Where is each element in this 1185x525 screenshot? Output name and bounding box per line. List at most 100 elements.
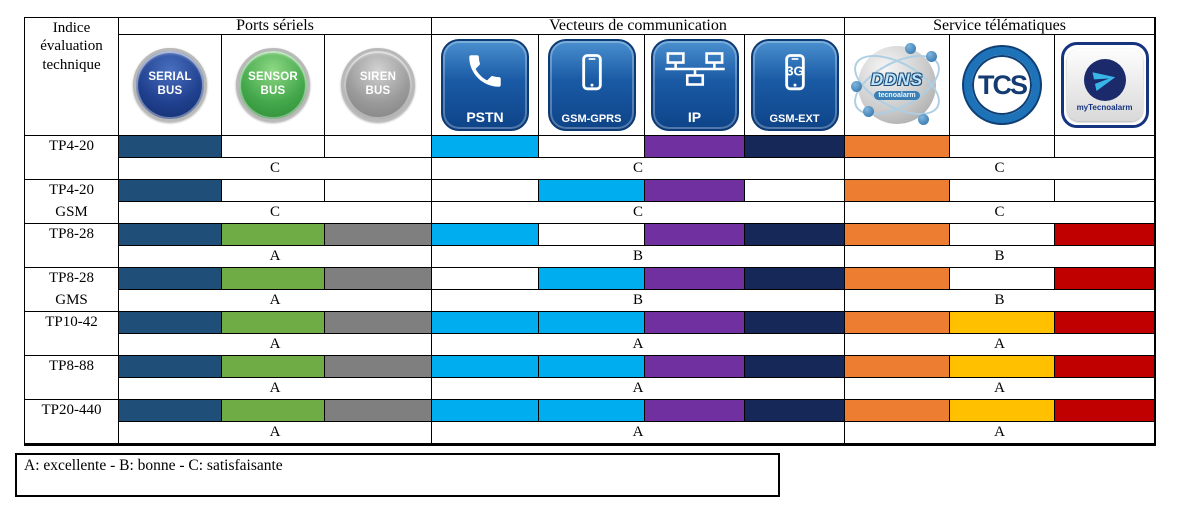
band-cell <box>1055 312 1155 334</box>
row-label-text: TP8-28 <box>49 270 94 286</box>
band-cell <box>645 356 745 378</box>
gsm-gprs-icon-label: GSM-GPRS <box>561 113 622 125</box>
rating-cell: A <box>119 422 432 444</box>
row-label-text: TP4-20 <box>49 138 94 154</box>
orbit-node-dot <box>918 114 929 125</box>
band-cell <box>845 224 950 246</box>
mytecnoalarm-tile: myTecnoalarm <box>1066 49 1143 121</box>
row-label-text: TP4-20 <box>49 182 94 198</box>
smartphone-icon <box>581 54 602 91</box>
row-label: TP8-28 <box>25 224 119 268</box>
band-cell <box>432 224 539 246</box>
band-cell <box>950 400 1055 422</box>
band-cell <box>119 180 222 202</box>
row-label-text: TP8-88 <box>49 358 94 374</box>
rating-cell: A <box>432 378 845 400</box>
rating-cell: B <box>845 246 1155 268</box>
band-cell <box>845 400 950 422</box>
rating-cell: C <box>845 158 1155 180</box>
band-cell <box>950 268 1055 290</box>
network-icon <box>664 52 725 86</box>
sensor-bus-header-cell: SENSOR BUS <box>222 35 325 136</box>
band-cell <box>325 312 432 334</box>
band-cell <box>119 312 222 334</box>
corner-header: Indice évaluation technique <box>25 18 119 136</box>
band-cell <box>950 312 1055 334</box>
siren-bus-label-line1: SIREN <box>359 71 397 84</box>
band-cell <box>845 312 950 334</box>
row-label-text2: GSM <box>55 203 88 220</box>
band-cell <box>539 268 645 290</box>
ip-icon: IP <box>650 39 739 131</box>
row-label: TP10-42 <box>25 312 119 356</box>
band-cell <box>539 312 645 334</box>
band-cell <box>645 180 745 202</box>
band-cell <box>1055 136 1155 158</box>
band-cell <box>119 268 222 290</box>
ddns-icon-label: DDNS <box>870 70 924 89</box>
band-cell <box>432 136 539 158</box>
group-header-ports-seriels: Ports sériels <box>119 18 432 35</box>
group-header-vecteurs-communication: Vecteurs de communication <box>432 18 845 35</box>
band-cell <box>745 268 845 290</box>
band-cell <box>325 224 432 246</box>
band-cell <box>222 312 325 334</box>
band-cell <box>745 136 845 158</box>
mytecnoalarm-icon-label: myTecnoalarm <box>1076 102 1133 112</box>
orbit-node-dot <box>851 81 862 92</box>
serial-bus-label-line1: SERIAL <box>148 71 192 84</box>
tcs-header-cell: TCS <box>950 35 1055 136</box>
band-cell <box>950 136 1055 158</box>
ddns-header-cell: DDNS tecnoalarm <box>845 35 950 136</box>
rating-cell: A <box>119 334 432 356</box>
band-cell <box>539 356 645 378</box>
rating-cell: A <box>432 422 845 444</box>
band-cell <box>1055 224 1155 246</box>
smartphone-3g-icon: 3G <box>784 54 805 91</box>
ip-header-cell: IP <box>645 35 745 136</box>
rating-cell: A <box>432 334 845 356</box>
paper-plane-icon <box>1092 72 1116 91</box>
sensor-bus-icon: SENSOR BUS <box>236 48 310 122</box>
tcs-icon: TCS <box>964 47 1040 123</box>
band-cell <box>845 268 950 290</box>
comparison-table: Indice évaluation technique Ports sériel… <box>24 17 1156 446</box>
siren-bus-label-line2: BUS <box>365 85 391 97</box>
row-label: TP4-20 <box>25 136 119 180</box>
serial-bus-label-line2: BUS <box>157 85 183 97</box>
rating-cell: A <box>845 422 1155 444</box>
band-cell <box>645 136 745 158</box>
band-cell <box>539 400 645 422</box>
row-label-text: TP20-440 <box>41 402 102 418</box>
gsm-gprs-header-cell: GSM-GPRS <box>539 35 645 136</box>
band-cell <box>325 180 432 202</box>
tcs-icon-label: TCS <box>978 69 1028 100</box>
rating-cell: C <box>119 158 432 180</box>
row-label: TP8-28 GMS <box>25 268 119 312</box>
band-cell <box>325 136 432 158</box>
rating-cell: B <box>432 290 845 312</box>
band-cell <box>645 400 745 422</box>
band-cell <box>119 356 222 378</box>
phone-handset-icon <box>469 55 501 87</box>
row-label-text: TP8-28 <box>49 226 94 242</box>
band-cell <box>222 136 325 158</box>
pstn-icon: PSTN <box>441 39 529 131</box>
gsm-ext-icon: 3G GSM-EXT <box>750 39 839 131</box>
legend-box: A: excellente - B: bonne - C: satisfaisa… <box>15 453 780 497</box>
band-cell <box>119 224 222 246</box>
band-cell <box>119 136 222 158</box>
band-cell <box>539 136 645 158</box>
band-cell <box>745 356 845 378</box>
band-cell <box>645 224 745 246</box>
band-cell <box>222 356 325 378</box>
band-cell <box>325 268 432 290</box>
sensor-bus-label-line1: SENSOR <box>248 71 298 84</box>
band-cell <box>950 356 1055 378</box>
band-cell <box>432 312 539 334</box>
band-cell <box>745 312 845 334</box>
ddns-icon-sublabel: tecnoalarm <box>874 91 920 100</box>
legend-text: A: excellente - B: bonne - C: satisfaisa… <box>24 457 283 474</box>
rating-cell: C <box>432 158 845 180</box>
orbit-node-dot <box>905 43 916 54</box>
